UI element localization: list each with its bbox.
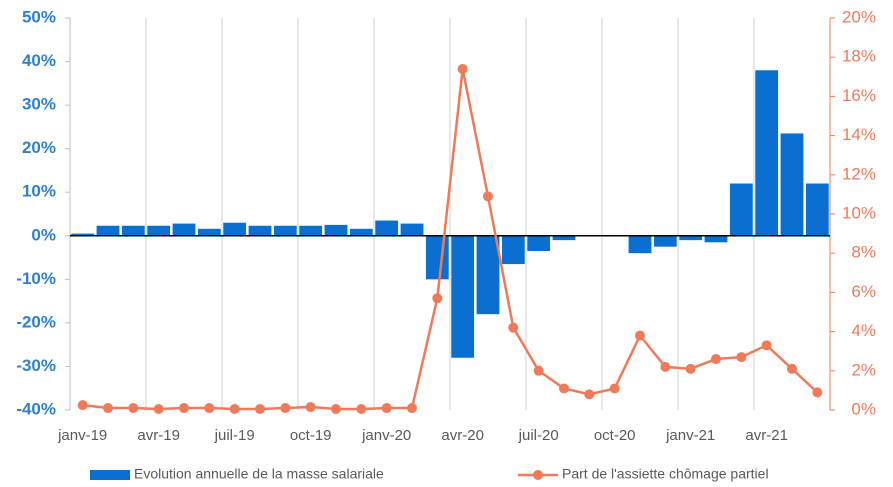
point xyxy=(204,403,215,414)
point xyxy=(356,404,367,415)
point xyxy=(812,387,823,398)
x-tick-label: juil-19 xyxy=(214,427,255,444)
bar xyxy=(628,235,652,254)
point xyxy=(533,365,544,376)
y-tick-label: 0% xyxy=(31,225,56,244)
bar xyxy=(273,225,297,236)
y-tick-label: 40% xyxy=(22,51,56,70)
point xyxy=(280,403,291,414)
point xyxy=(381,403,392,414)
point xyxy=(559,383,569,394)
bar xyxy=(299,225,323,236)
point xyxy=(584,389,595,400)
bar xyxy=(400,223,424,236)
point xyxy=(432,293,443,304)
bar xyxy=(552,235,576,241)
bar xyxy=(805,183,829,236)
bar xyxy=(729,183,753,236)
point xyxy=(660,361,671,372)
bar xyxy=(96,225,120,236)
x-tick-label: juil-20 xyxy=(518,427,559,444)
point xyxy=(609,383,620,394)
y-tick-label: -20% xyxy=(16,312,56,331)
point xyxy=(77,400,88,411)
point xyxy=(457,63,468,74)
y-tick-label: -40% xyxy=(16,399,56,418)
bar xyxy=(679,235,703,241)
x-tick-label: avr-19 xyxy=(137,427,180,444)
y2-tick-label: 20% xyxy=(842,7,876,26)
y2-tick-label: 6% xyxy=(851,282,876,301)
bar xyxy=(653,235,677,247)
bar xyxy=(121,225,145,236)
bar xyxy=(223,222,247,236)
y-tick-label: -30% xyxy=(16,356,56,375)
bar xyxy=(476,235,500,315)
point xyxy=(787,363,797,374)
bar xyxy=(71,233,95,236)
y-tick-label: 50% xyxy=(22,7,56,26)
point xyxy=(103,403,113,414)
y-tick-label: 20% xyxy=(22,138,56,157)
bar xyxy=(527,235,551,252)
point xyxy=(153,404,164,415)
point xyxy=(331,404,341,415)
x-tick-label: oct-19 xyxy=(290,427,332,444)
y-tick-label: 30% xyxy=(22,95,56,114)
bar xyxy=(755,70,779,236)
point xyxy=(761,340,772,351)
point xyxy=(305,402,316,413)
y2-tick-label: 18% xyxy=(842,47,876,66)
y2-tick-label: 4% xyxy=(851,321,876,340)
x-tick-label: avr-21 xyxy=(745,427,788,444)
y2-tick-label: 16% xyxy=(842,86,876,105)
y2-tick-label: 10% xyxy=(842,203,876,222)
bar xyxy=(324,224,348,236)
bar xyxy=(349,228,373,236)
y2-tick-label: 12% xyxy=(842,164,876,183)
point xyxy=(179,403,189,414)
x-tick-label: janv-20 xyxy=(361,427,411,444)
y2-tick-label: 2% xyxy=(851,360,876,379)
y2-tick-label: 8% xyxy=(851,243,876,262)
bar xyxy=(197,228,221,236)
y2-tick-label: 0% xyxy=(851,399,876,418)
legend-swatch xyxy=(90,470,130,480)
x-tick-label: janv-21 xyxy=(665,427,715,444)
point xyxy=(508,322,519,333)
legend-marker xyxy=(533,470,543,480)
bar xyxy=(451,235,475,358)
x-tick-label: oct-20 xyxy=(594,427,636,444)
point xyxy=(685,363,696,374)
point xyxy=(736,352,747,363)
bar xyxy=(501,235,525,265)
bar xyxy=(425,235,449,280)
point xyxy=(635,330,645,341)
legend-label: Evolution annuelle de la masse salariale xyxy=(134,466,384,482)
bar xyxy=(375,220,399,236)
point xyxy=(483,191,493,202)
bar xyxy=(704,235,728,243)
point xyxy=(229,404,240,415)
y2-tick-label: 14% xyxy=(842,125,876,144)
point xyxy=(407,403,417,414)
legend-label: Part de l'assiette chômage partiel xyxy=(562,466,769,482)
x-tick-label: janv-19 xyxy=(57,427,107,444)
bar xyxy=(172,223,196,236)
point xyxy=(255,404,265,415)
y-tick-label: 10% xyxy=(22,182,56,201)
bar xyxy=(248,225,272,236)
point xyxy=(128,403,139,414)
bar xyxy=(780,133,804,236)
bar xyxy=(147,225,171,236)
x-tick-label: avr-20 xyxy=(441,427,484,444)
point xyxy=(711,354,721,365)
y-tick-label: -10% xyxy=(16,269,56,288)
